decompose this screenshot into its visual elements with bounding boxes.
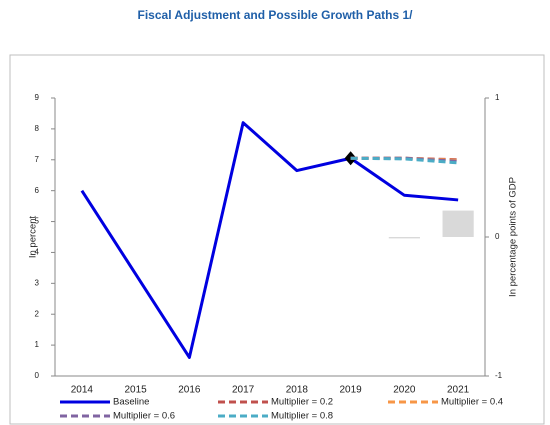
x-tick-label: 2020 <box>393 385 416 396</box>
y-tick-label: 3 <box>35 278 40 287</box>
y2-tick-label: -1 <box>495 371 503 380</box>
legend-label: Baseline <box>113 397 149 408</box>
line-series <box>350 156 459 165</box>
x-tick-label: 2016 <box>178 385 201 396</box>
x-tick-label: 2017 <box>232 385 255 396</box>
x-tick-label: 2018 <box>286 385 309 396</box>
chart-frame <box>9 54 545 425</box>
legend-label: Multiplier = 0.6 <box>113 411 175 422</box>
legend-label: Multiplier = 0.8 <box>271 411 333 422</box>
bar <box>388 237 420 239</box>
y-tick-label: 9 <box>35 93 40 102</box>
x-tick-label: 2014 <box>71 385 94 396</box>
y-tick-label: 2 <box>35 309 40 318</box>
y-axis-label: In percent <box>28 216 39 259</box>
y-tick-label: 6 <box>35 186 40 195</box>
y-tick-label: 7 <box>35 155 40 164</box>
legend-label: Multiplier = 0.2 <box>271 397 333 408</box>
x-tick-label: 2019 <box>340 385 363 396</box>
legend-label: Multiplier = 0.4 <box>441 397 503 408</box>
y-tick-label: 1 <box>35 340 40 349</box>
y-tick-label: 8 <box>35 124 40 133</box>
bar <box>442 210 474 237</box>
y-tick-label: 5 <box>35 217 40 226</box>
line-series <box>80 121 459 359</box>
y-tick-label: 4 <box>35 248 40 257</box>
x-tick-label: 2021 <box>447 385 470 396</box>
y2-tick-label: 1 <box>495 93 500 102</box>
y-tick-label: 0 <box>35 371 40 380</box>
chart-title: Fiscal Adjustment and Possible Growth Pa… <box>138 8 414 22</box>
x-tick-label: 2015 <box>125 385 148 396</box>
y2-axis-label: In percentage points of GDP <box>508 177 519 297</box>
y2-tick-label: 0 <box>495 232 500 241</box>
